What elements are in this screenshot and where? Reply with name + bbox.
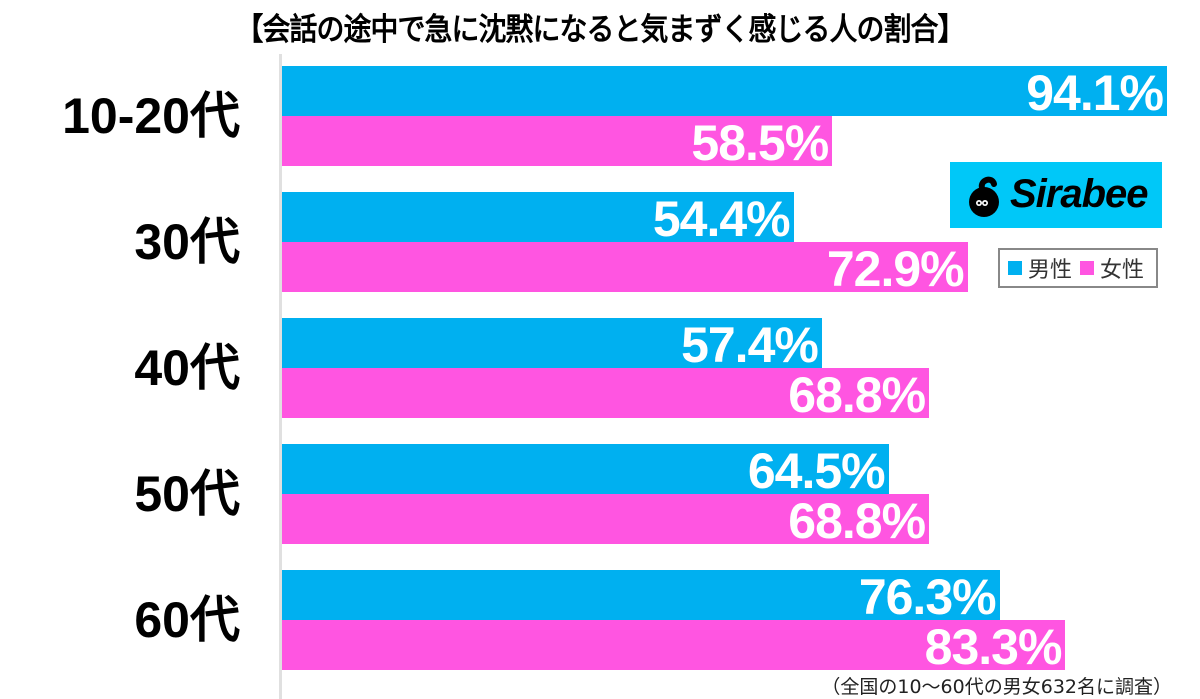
legend-label-male: 男性 <box>1028 258 1073 283</box>
bar-female: 58.5% <box>282 115 833 171</box>
male-swatch-icon <box>1008 261 1022 275</box>
bar-male: 54.4% <box>282 191 794 247</box>
chart-title: 【会話の途中で急に沈黙になると気まずく感じる人の割合】 <box>235 12 966 48</box>
bar-male: 76.3% <box>282 569 1000 625</box>
legend-item-female: 女性 <box>1080 252 1144 284</box>
sirabee-mascot-icon <box>969 176 999 217</box>
category-label: 40代 <box>134 340 240 396</box>
category-label: 30代 <box>134 214 240 270</box>
bar-value-label: 58.5% <box>691 115 829 171</box>
bar-female: 68.8% <box>282 493 930 549</box>
bar-value-label: 54.4% <box>652 191 791 247</box>
sirabee-logo: Sirabee <box>950 162 1162 228</box>
y-axis-line <box>279 54 282 699</box>
bar-value-label: 76.3% <box>858 569 997 625</box>
bar-female: 72.9% <box>282 241 968 297</box>
category-label: 60代 <box>134 592 240 648</box>
bar-value-label: 72.9% <box>826 241 965 297</box>
bar-value-label: 68.8% <box>788 367 926 423</box>
category-label: 10-20代 <box>62 88 240 144</box>
bar-value-label: 83.3% <box>924 619 1063 675</box>
bar-male: 57.4% <box>282 317 822 373</box>
survey-note: （全国の10〜60代の男女632名に調査） <box>821 676 1172 698</box>
category-label: 50代 <box>134 466 240 522</box>
logo-text: Sirabee <box>1010 172 1149 216</box>
bar-female: 83.3% <box>282 619 1066 675</box>
legend-item-male: 男性 <box>1008 252 1072 284</box>
bar-value-label: 94.1% <box>1026 65 1164 121</box>
bar-value-label: 64.5% <box>747 443 886 499</box>
bar-value-label: 57.4% <box>681 317 819 373</box>
bar-value-label: 68.8% <box>788 493 926 549</box>
legend: 男性 女性 <box>998 248 1158 288</box>
female-swatch-icon <box>1080 261 1095 275</box>
legend-label-female: 女性 <box>1100 258 1145 283</box>
bar-male: 64.5% <box>282 443 889 499</box>
bar-female: 68.8% <box>282 367 930 423</box>
bar-male: 94.1% <box>282 65 1167 121</box>
